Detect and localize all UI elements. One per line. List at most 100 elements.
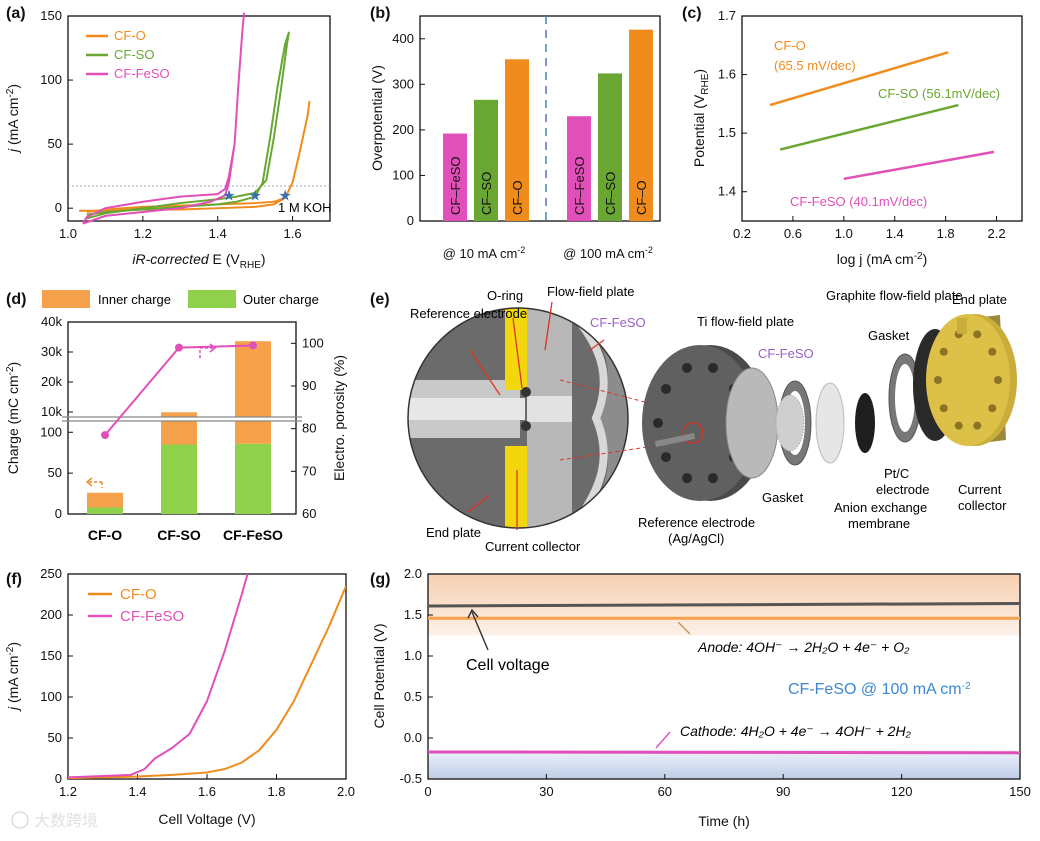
anode-pointer: [677, 621, 691, 635]
panel-c-ytick-label: 1.6: [718, 67, 736, 82]
label-flow-field: Flow-field plate: [547, 284, 634, 299]
bar-label: CF–FeSO: [448, 156, 463, 215]
panel-a-ticks: 1.0 1.2 1.4 1.6 0 50 100 150: [40, 8, 301, 241]
panel-a-ytick-label: 100: [40, 72, 62, 87]
panel-a-xlabel-rest: E (V: [209, 251, 241, 267]
label-condition-sup: -2: [962, 681, 971, 692]
series-cf-so: [779, 103, 959, 151]
label-cell-voltage: Cell voltage: [466, 657, 550, 674]
right-plate-holes: [934, 330, 1002, 430]
panel-g-ytick-label: 0.0: [404, 730, 422, 745]
panel-g-xtick-label: 60: [658, 784, 672, 799]
bolt-hole: [707, 473, 718, 484]
label-anion-1: Anion exchange: [834, 500, 927, 515]
inset-ref-electrode-core: [408, 398, 525, 420]
porosity-point: [101, 431, 109, 440]
pointer-oring: [512, 317, 523, 389]
panel-a-ytick-label: 150: [40, 8, 62, 23]
legend-label-outer: Outer charge: [243, 292, 319, 307]
panel-f-xtick-label: 1.6: [198, 784, 216, 799]
pointer-flowfield: [544, 301, 553, 351]
panel-f-ytick-label: 50: [48, 730, 62, 745]
panel-c-ytick-label: 1.5: [718, 125, 736, 140]
panel-g-ytick-label: 1.0: [404, 648, 422, 663]
label-end-plate-left: End plate: [426, 525, 481, 540]
panel-b-group1-sup: -2: [517, 245, 525, 255]
pointer-cffeso: [589, 339, 605, 351]
panel-g-xtick-label: 150: [1009, 784, 1031, 799]
cathode-band: [428, 750, 1020, 779]
panel-b-ytick-label: 0: [407, 213, 414, 228]
zoom-inset: [407, 301, 696, 530]
panel-d-ylabel-left-text: Charge (mC cm: [5, 375, 21, 474]
panel-f-xtick-label: 2.0: [337, 784, 355, 799]
label-condition: CF-FeSO @ 100 mA cm-2: [788, 681, 971, 698]
series-cf-feso: [82, 12, 245, 225]
panel-c-ann-so: CF-SO (56.1mV/dec): [878, 86, 1000, 101]
cathode-pointer: [655, 731, 671, 749]
panel-f-xtick-label: 1.4: [128, 784, 146, 799]
arrow-right-head: [209, 343, 217, 353]
label-ptc-2: electrode: [876, 482, 929, 497]
bar-cf-so: [474, 99, 498, 221]
inset-frame: [407, 307, 629, 529]
panel-f-ytick-label: 250: [40, 566, 62, 581]
panel-a-ylabel-end: ): [5, 84, 21, 89]
panel-g-ytick-label: 0.5: [404, 689, 422, 704]
panel-f-frame: [67, 573, 347, 780]
arrow-right-axis: [199, 347, 214, 358]
bolt-hole: [707, 362, 718, 373]
panel-a-xtick-label: 1.2: [134, 226, 152, 241]
panel-e: (e): [370, 284, 1017, 554]
label-gasket-top: Gasket: [868, 328, 910, 343]
panel-g-series: [427, 602, 1021, 755]
panel-a-xtick-label: 1.4: [209, 226, 227, 241]
panel-d-ytick-label: 0: [55, 506, 62, 521]
panel-c-xtick-label: 1.8: [937, 226, 955, 241]
bar-label: CF–SO: [479, 172, 494, 215]
panel-d-ticks: 0 50 100 10k 20k 30k 40k 60 70 80 90 100: [40, 314, 323, 521]
panel-d-ytick-label-right: 70: [302, 463, 316, 478]
bolt-hole: [988, 404, 997, 413]
star-marker: ★: [222, 187, 235, 204]
panel-g-xlabel: Time (h): [698, 813, 750, 829]
panel-f-ytick-label: 0: [55, 771, 62, 786]
arrow-left-head: [85, 477, 93, 487]
panel-f-ytick-label: 150: [40, 648, 62, 663]
zoom-link-top: [559, 379, 696, 416]
series-cathode: [427, 750, 1021, 755]
panel-f-ylabel: j (mA cm-2): [5, 642, 21, 712]
panel-d-ylabel-left-end: ): [5, 362, 21, 367]
panel-f-xtick-label: 1.2: [59, 784, 77, 799]
panel-a-ytick-label: 50: [48, 136, 62, 151]
panel-b-group2-sup: -2: [645, 245, 653, 255]
panel-f-ylabel-end: ): [5, 642, 21, 647]
bar-cf-feso: [567, 116, 591, 221]
panel-c-xtick-label: 0.2: [733, 226, 751, 241]
legend-label-cf-so: CF-SO: [114, 47, 154, 62]
panel-c-xlabel: log j (mA cm-2): [837, 251, 928, 267]
pt-c-electrode: [855, 393, 875, 453]
panel-d-porosity: [101, 341, 257, 440]
panel-a-ylabel: j (mA cm-2): [5, 84, 21, 154]
panel-c-xtick-label: 2.2: [988, 226, 1006, 241]
panel-c-ann-o1: CF-O: [774, 38, 806, 53]
panel-d: (d) Inner charge Outer charge 0 50 100 10k 2…: [5, 290, 347, 543]
panel-c-xtick-label: 0.6: [784, 226, 802, 241]
panel-a-note: 1 M KOH: [278, 200, 331, 215]
panel-g-ytick-label: -0.5: [400, 771, 422, 786]
panel-g-ytick-label: 1.5: [404, 607, 422, 622]
panel-a-tag: (a): [6, 5, 26, 22]
bar-inner-charge: [235, 341, 271, 417]
label-condition-text: CF-FeSO @ 100 mA cm: [788, 681, 962, 698]
label-ti-plate: Ti flow-field plate: [697, 314, 794, 329]
bar-cf-so: [598, 73, 622, 222]
panel-d-ytick-label-right: 80: [302, 421, 316, 436]
label-end-plate-right: End plate: [952, 292, 1007, 307]
panel-d-ytick-label-right: 100: [302, 335, 324, 350]
bolt-hole: [939, 404, 948, 413]
label-anode: Anode: 4OH⁻ → 2H₂O + 4e⁻ + O₂: [697, 639, 910, 655]
panel-g-xtick-label: 0: [424, 784, 431, 799]
